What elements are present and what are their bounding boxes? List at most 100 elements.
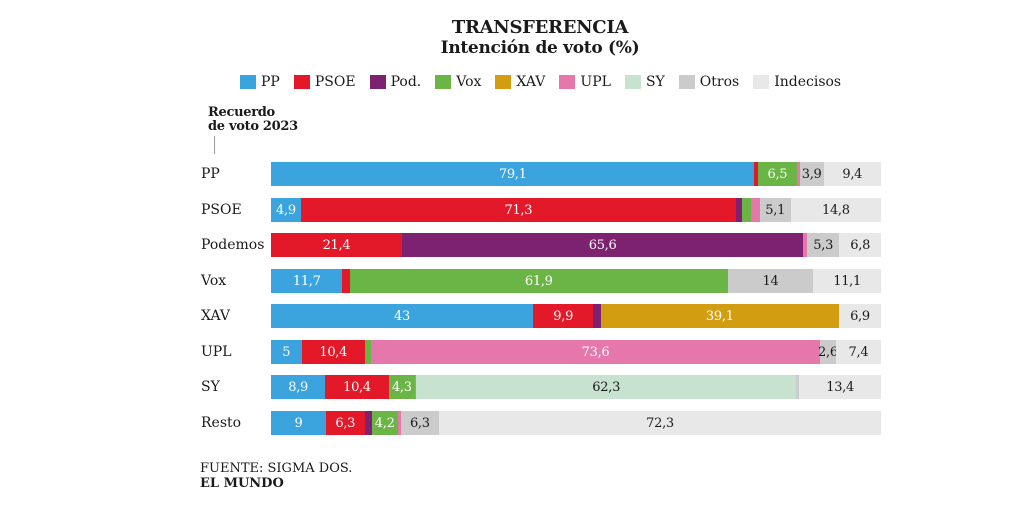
bar-segment (735, 198, 742, 222)
data-label: 2,6 (818, 344, 838, 360)
legend-swatch (240, 75, 256, 89)
bar-segment: 9,4 (823, 162, 881, 186)
legend-item: SY (624, 74, 665, 90)
recall-axis-label: Recuerdo de voto 2023 (208, 106, 298, 134)
legend-label: UPL (580, 74, 611, 90)
bar-segment: 10,4 (301, 340, 365, 364)
bar-segment: 8,9 (271, 375, 326, 399)
legend-label: Otros (699, 74, 740, 90)
bar-segment: 6,9 (838, 304, 881, 328)
category-label: XAV (201, 308, 230, 324)
data-label: 14,8 (821, 202, 850, 218)
source-note: FUENTE: SIGMA DOS. (200, 461, 353, 476)
legend-label: Pod. (390, 74, 422, 90)
legend-item: XAV (495, 74, 545, 90)
legend-label: PSOE (314, 74, 356, 90)
bar-segment: 6,3 (326, 411, 365, 435)
bar-segment: 43 (271, 304, 534, 328)
bar-row: 79,1 6,5 3,9 9,4 (271, 162, 881, 186)
data-label: 39,1 (705, 308, 734, 324)
bar-segment: 73,6 (371, 340, 820, 364)
bar-segment (593, 304, 601, 328)
category-label: PSOE (201, 202, 242, 218)
bar-segment: 5,1 (759, 198, 791, 222)
data-label: 6,9 (850, 308, 870, 324)
bar-segment: 6,8 (839, 233, 881, 257)
bar-segment (797, 162, 800, 186)
category-label: Podemos (201, 237, 265, 253)
bar-segment: 5,3 (806, 233, 840, 257)
data-label: 13,4 (826, 379, 854, 395)
data-label: 6,5 (767, 166, 788, 182)
recall-tick-line (214, 136, 215, 154)
data-label: 5,3 (813, 237, 834, 253)
legend-label: Vox (456, 74, 482, 90)
bar-segment: 62,3 (416, 375, 797, 399)
data-label: 79,1 (498, 166, 527, 182)
data-label: 9,4 (842, 166, 863, 182)
legend-swatch (435, 75, 452, 89)
bar-segment: 39,1 (600, 304, 839, 328)
bar-segment (751, 198, 760, 222)
bar-segment: 9,9 (533, 304, 594, 328)
bar-segment: 61,9 (349, 269, 728, 293)
legend-item: UPL (559, 74, 611, 90)
bar-segment: 65,6 (401, 233, 804, 257)
category-label: UPL (201, 344, 232, 360)
category-label: Resto (201, 415, 242, 431)
bar-segment: 10,4 (325, 375, 389, 399)
legend-swatch (624, 75, 641, 89)
brand-logo: EL MUNDO (200, 476, 284, 491)
bar-segment (364, 340, 372, 364)
bar-segment: 11,1 (813, 269, 881, 293)
data-label: 8,9 (288, 379, 309, 395)
bar-row: 9 6,3 4,2 6,3 72,3 (271, 411, 881, 435)
data-label: 11,1 (833, 273, 861, 289)
recall-label-line1: Recuerdo (208, 105, 275, 120)
bar-segment: 13,4 (799, 375, 881, 399)
bar-segment: 7,4 (835, 340, 881, 364)
bar-segment: 4,9 (271, 198, 301, 222)
legend-swatch (369, 75, 386, 89)
bar-segment: 2,6 (818, 340, 838, 364)
data-label: 3,9 (801, 166, 822, 182)
bar-segment: 72,3 (439, 411, 881, 435)
bar-segment (364, 411, 372, 435)
legend-label: Indecisos (774, 74, 842, 90)
bar-segment (397, 411, 401, 435)
legend-swatch (293, 75, 310, 89)
data-label: 21,4 (322, 237, 351, 253)
bar-segment: 5 (271, 340, 302, 364)
legend-swatch (559, 75, 576, 89)
bar-segment: 4,2 (371, 411, 398, 435)
bar-segment (342, 269, 350, 293)
bar-segment: 14,8 (790, 198, 881, 222)
chart-legend: PP PSOE Pod. Vox XAV UPL SY Otros Indecisos (240, 72, 855, 92)
bar-segment: 71,3 (300, 198, 736, 222)
data-label: 11,7 (292, 273, 321, 289)
chart-subtitle: Intención de voto (%) (440, 38, 640, 58)
data-label: 5 (282, 344, 291, 360)
bar-segment: 21,4 (271, 233, 402, 257)
data-label: 9 (294, 415, 303, 431)
bar-segment: 6,5 (757, 162, 798, 186)
bar-segment: 4,3 (388, 375, 415, 399)
legend-item: PSOE (293, 74, 356, 90)
data-label: 7,4 (848, 344, 869, 360)
data-label: 4,2 (374, 415, 395, 431)
data-label: 43 (394, 308, 410, 324)
data-label: 4,9 (276, 202, 296, 218)
bar-segment (803, 233, 807, 257)
bar-row: 43 9,9 39,1 6,9 (271, 304, 881, 328)
data-label: 5,1 (765, 202, 786, 218)
bar-segment: 79,1 (271, 162, 755, 186)
data-label: 73,6 (581, 344, 610, 360)
legend-label: SY (645, 74, 665, 90)
bar-segment (754, 162, 758, 186)
chart-title: TRANSFERENCIA (451, 17, 629, 38)
data-label: 62,3 (592, 379, 621, 395)
bar-segment: 3,9 (799, 162, 824, 186)
legend-swatch (753, 75, 770, 89)
data-label: 9,9 (553, 308, 574, 324)
legend-item: Pod. (369, 74, 422, 90)
